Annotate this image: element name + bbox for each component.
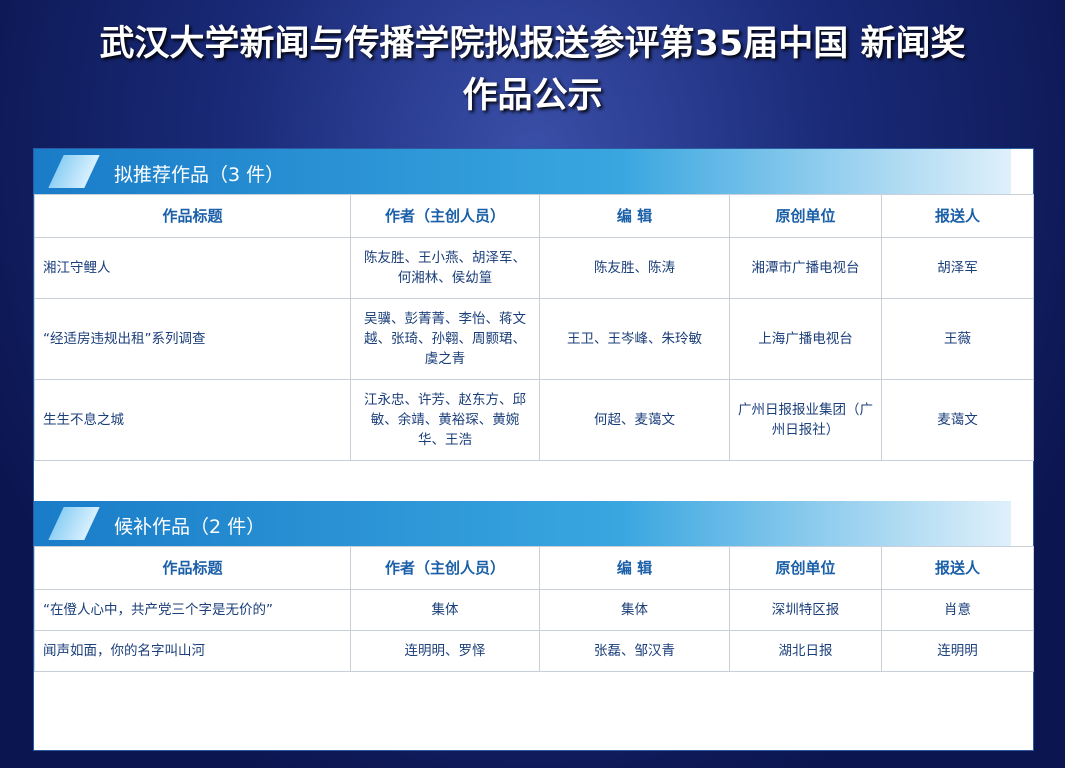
title-line: 作品公示: [462, 76, 603, 116]
cell: 胡泽军: [881, 237, 1034, 299]
column-header: 编 辑: [539, 546, 730, 590]
cell: 湘江守鲤人: [34, 237, 351, 299]
title: 武汉大学新闻与传播学院拟报送参评第35届中国 新闻奖 作品公示: [0, 18, 1065, 122]
cell: “经适房违规出租”系列调查: [34, 298, 351, 380]
section-heading: 候补作品（2 件）: [114, 516, 266, 538]
row: “经适房违规出租”系列调查 吴骥、彭菁菁、李怡、蒋文越、张琦、孙翱、周颢珺、虞之青…: [34, 298, 1034, 380]
panel: 拟推荐作品（3 件） 作品标题 作者（主创人员）编 辑原创单位 报送人 湘江守鲤人 陈友胜…: [33, 148, 1034, 751]
header-row: 作品标题 作者（主创人员）编 辑原创单位 报送人: [34, 194, 1034, 238]
icon: [48, 155, 100, 188]
row: 湘江守鲤人 陈友胜、王小燕、胡泽军、何湘林、侯幼篁 陈友胜、陈涛 湘潭市广播电视台 胡泽…: [34, 237, 1034, 299]
cell: 陈友胜、王小燕、胡泽军、何湘林、侯幼篁: [350, 237, 540, 299]
column-header: 作者（主创人员）: [350, 546, 540, 590]
column-header: 报送人: [881, 546, 1034, 590]
icon: [48, 507, 100, 540]
cell: 江永忠、许芳、赵东方、邱敏、余靖、黄裕琛、黄婉华、王浩: [350, 379, 540, 461]
cell: 张磊、邹汉青: [539, 630, 730, 672]
cell: 集体: [539, 589, 730, 631]
section-header: 候补作品（2 件）: [34, 501, 1011, 546]
header-row: 作品标题 作者（主创人员）编 辑原创单位 报送人: [34, 546, 1034, 590]
column-header: 原创单位: [729, 546, 882, 590]
cell: 深圳特区报: [729, 589, 882, 631]
row: 生生不息之城 江永忠、许芳、赵东方、邱敏、余靖、黄裕琛、黄婉华、王浩 何超、麦蔼文广…: [34, 379, 1034, 461]
cell: 吴骥、彭菁菁、李怡、蒋文越、张琦、孙翱、周颢珺、虞之青: [350, 298, 540, 380]
section-heading: 拟推荐作品（3 件）: [114, 164, 285, 186]
cell: 王卫、王岑峰、朱玲敏: [539, 298, 730, 380]
column-header: 编 辑: [539, 194, 730, 238]
cell: 肖意: [881, 589, 1034, 631]
cell: 集体: [350, 589, 540, 631]
title-line: 武汉大学新闻与传播学院拟报送参评第35届中国 新闻奖: [99, 24, 966, 64]
column-header: 报送人: [881, 194, 1034, 238]
table: 作品标题 作者（主创人员）编 辑原创单位 报送人 湘江守鲤人 陈友胜、王小燕、胡泽军、何…: [34, 194, 1034, 461]
section-header: 拟推荐作品（3 件）: [34, 149, 1011, 194]
cell: “在僜人心中，共产党三个字是无价的”: [34, 589, 351, 631]
column-header: 作品标题: [34, 194, 351, 238]
cell: 湘潭市广播电视台: [729, 237, 882, 299]
cell: 陈友胜、陈涛: [539, 237, 730, 299]
cell: 何超、麦蔼文: [539, 379, 730, 461]
table: 作品标题 作者（主创人员）编 辑原创单位 报送人 “在僜人心中，共产党三个字是无价的”…: [34, 546, 1034, 672]
cell: 闻声如面，你的名字叫山河: [34, 630, 351, 672]
column-header: 作者（主创人员）: [350, 194, 540, 238]
cell: 广州日报报业集团（广州日报社）: [729, 379, 882, 461]
column-header: 作品标题: [34, 546, 351, 590]
column-header: 原创单位: [729, 194, 882, 238]
cell: 连明明、罗怿: [350, 630, 540, 672]
row: “在僜人心中，共产党三个字是无价的” 集体 集体 深圳特区报 肖意: [34, 589, 1034, 631]
cell: 麦蔼文: [881, 379, 1034, 461]
cell: 王薇: [881, 298, 1034, 380]
cell: 上海广播电视台: [729, 298, 882, 380]
spacer: [34, 461, 1033, 501]
cell: 生生不息之城: [34, 379, 351, 461]
row: 闻声如面，你的名字叫山河 连明明、罗怿 张磊、邹汉青 湖北日报 连明明: [34, 630, 1034, 672]
cell: 连明明: [881, 630, 1034, 672]
cell: 湖北日报: [729, 630, 882, 672]
